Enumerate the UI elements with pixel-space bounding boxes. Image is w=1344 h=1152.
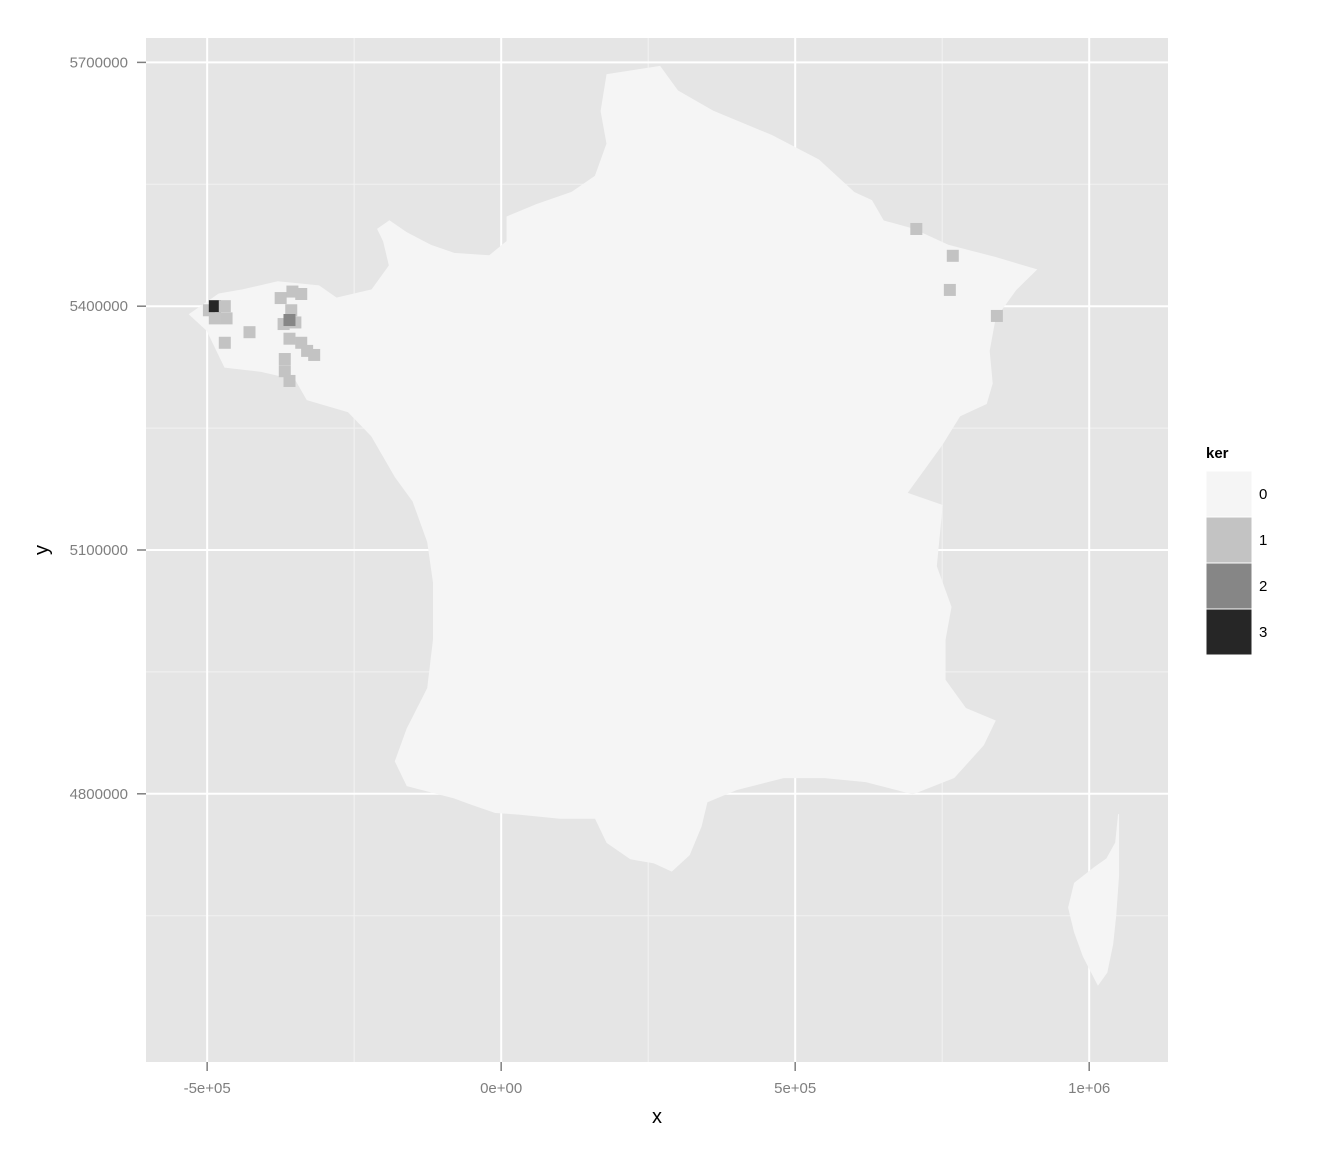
x-tick-label: 0e+00 — [480, 1080, 522, 1097]
x-axis-title: x — [652, 1106, 662, 1128]
raster-cell — [218, 300, 231, 313]
raster-cell — [208, 300, 221, 313]
region-corsica — [1068, 814, 1120, 986]
raster-cell — [208, 312, 221, 325]
x-tick-label: -5e+05 — [184, 1080, 231, 1097]
raster-cells — [202, 222, 1003, 387]
legend-label: 3 — [1259, 624, 1267, 641]
legend-key — [1205, 608, 1253, 656]
y-tick-label: 5100000 — [70, 542, 128, 559]
legend-label: 0 — [1259, 486, 1267, 503]
raster-cell — [990, 309, 1003, 322]
raster-cell — [283, 374, 296, 387]
legend-label: 2 — [1259, 578, 1267, 595]
y-axis-title: y — [31, 545, 53, 555]
raster-cell — [218, 336, 231, 349]
raster-cell — [278, 365, 291, 378]
legend: ker 0 1 2 3 — [1205, 445, 1267, 656]
raster-cell — [278, 353, 291, 366]
raster-cell — [295, 288, 308, 300]
y-tick-label: 5700000 — [70, 54, 128, 71]
raster-cell — [220, 312, 233, 325]
y-tick-label: 4800000 — [70, 786, 128, 803]
raster-cell — [943, 283, 956, 296]
map-regions — [188, 65, 1120, 986]
raster-cell — [910, 222, 923, 235]
raster-cell — [285, 304, 298, 317]
legend-title: ker — [1206, 445, 1229, 462]
y-tick-label: 5400000 — [70, 298, 128, 315]
raster-cell — [243, 326, 256, 339]
raster-cell — [283, 332, 296, 345]
legend-key — [1205, 562, 1253, 610]
legend-key — [1205, 516, 1253, 564]
legend-label: 1 — [1259, 532, 1267, 549]
raster-cell — [308, 348, 321, 361]
x-tick-label: 5e+05 — [774, 1080, 816, 1097]
x-axis: -5e+05 0e+00 5e+05 1e+06 — [184, 1062, 1110, 1097]
raster-cell — [946, 249, 959, 262]
y-axis: 4800000 5100000 5400000 5700000 — [70, 54, 146, 803]
legend-key — [1205, 470, 1253, 518]
region-mainland — [188, 65, 1038, 872]
raster-cell — [283, 314, 296, 327]
raster-cell — [274, 292, 287, 305]
x-tick-label: 1e+06 — [1068, 1080, 1110, 1097]
